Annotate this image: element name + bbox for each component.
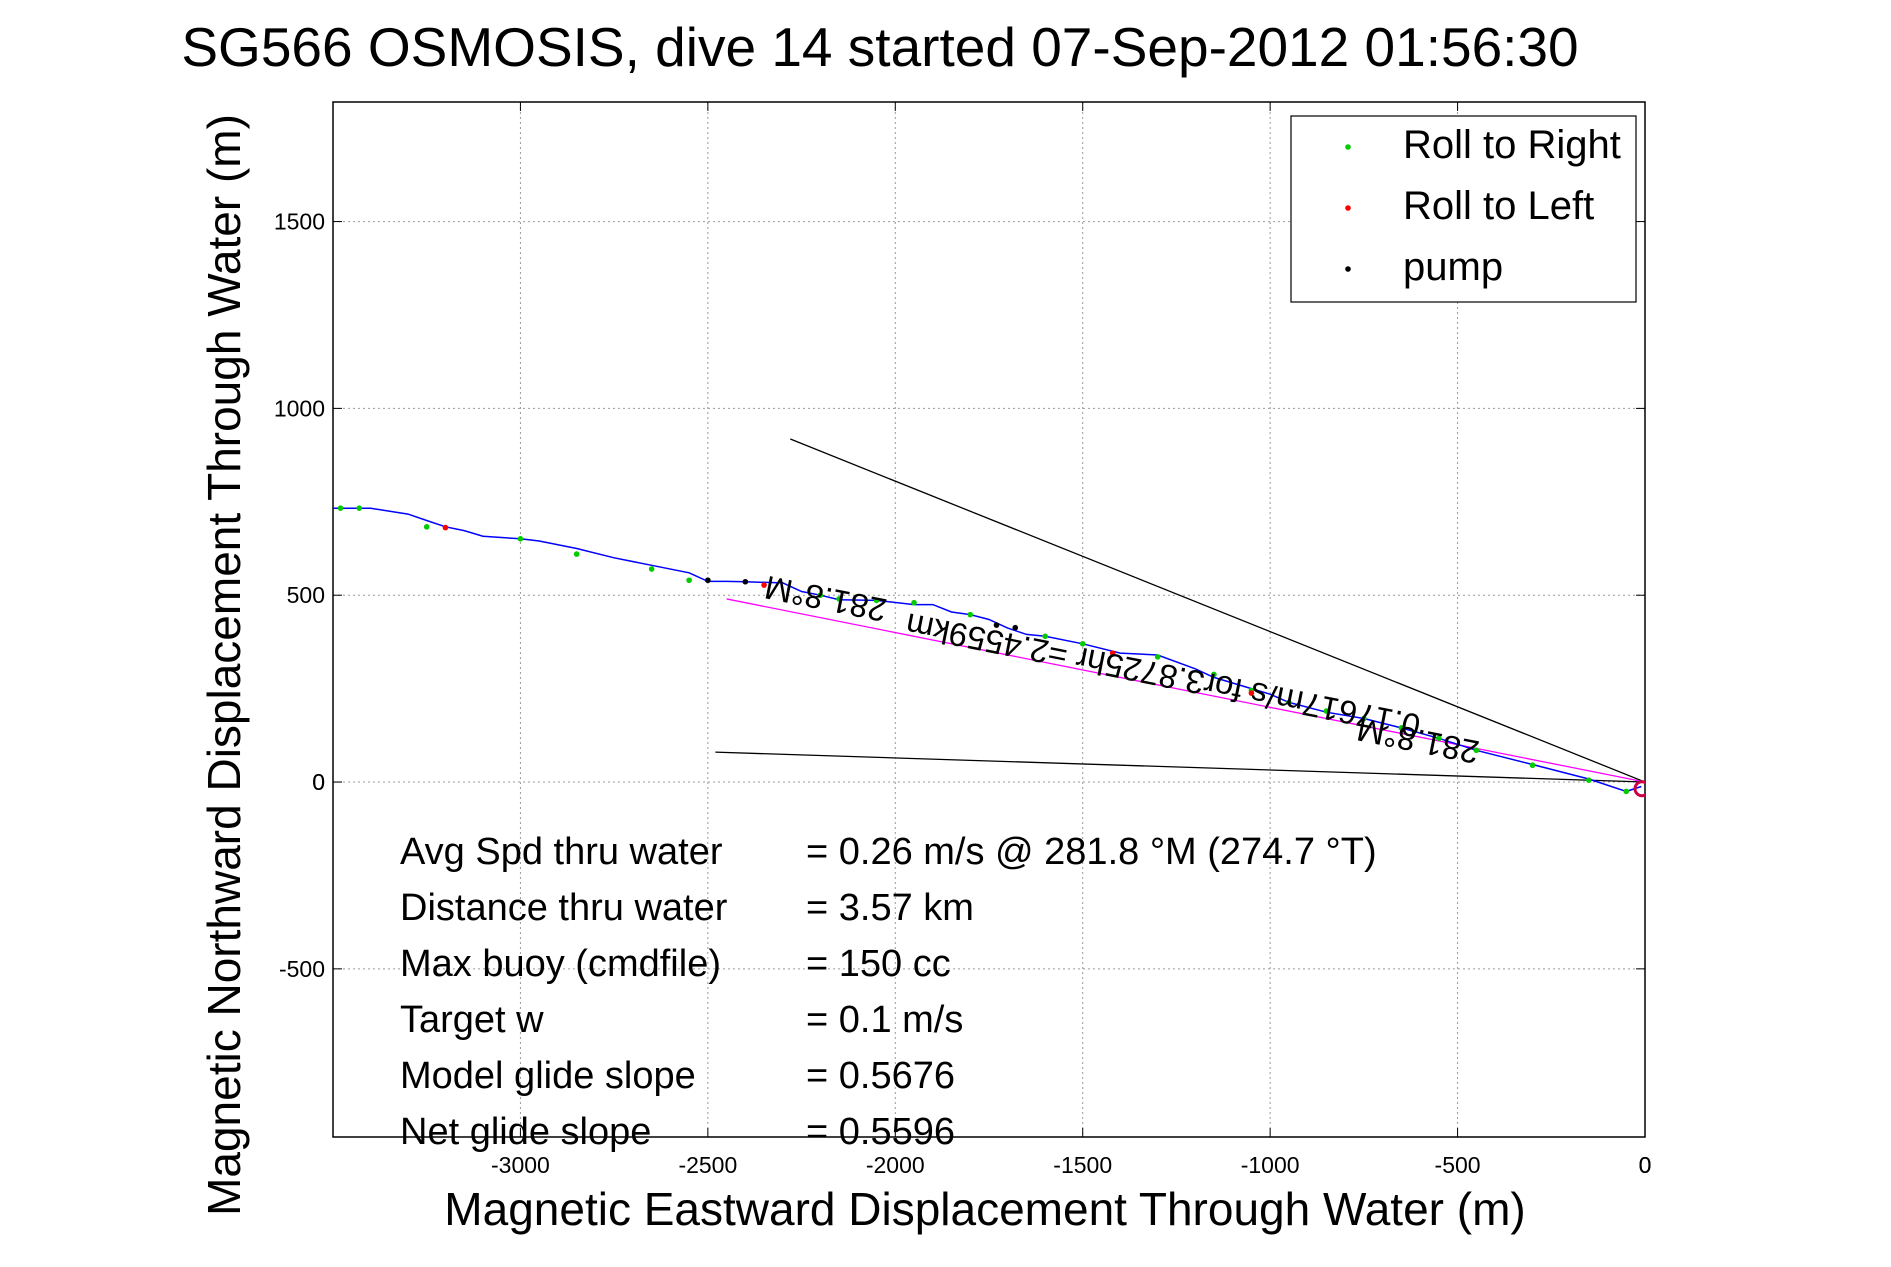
dive-statistics: Avg Spd thru water = 0.26 m/s @ 281.8 °M … xyxy=(400,831,1377,1153)
roll-right-point xyxy=(1042,633,1049,640)
stat-value: = 3.57 km xyxy=(806,887,974,929)
stat-value: = 0.26 m/s @ 281.8 °M (274.7 °T) xyxy=(806,831,1377,873)
x-axis-label: Magnetic Eastward Displacement Through W… xyxy=(444,1183,1525,1235)
roll-left-point xyxy=(1248,690,1255,696)
roll-right-point xyxy=(1211,671,1217,678)
x-tick-label: -1000 xyxy=(1241,1152,1300,1178)
track-annotation: 281.8°M xyxy=(761,569,889,629)
roll-right-point xyxy=(337,505,344,511)
roll-right-point xyxy=(1529,762,1536,769)
y-tick-label: 0 xyxy=(312,769,325,795)
roll-right-point xyxy=(817,592,824,599)
dive-end-marker xyxy=(1633,780,1645,798)
legend-label: Roll to Left xyxy=(1403,184,1594,228)
stat-value: = 150 cc xyxy=(806,943,951,985)
roll-right-point xyxy=(1323,708,1330,714)
upper-line xyxy=(790,438,1645,783)
roll-right-point xyxy=(873,597,880,604)
roll-right-point xyxy=(1286,699,1292,706)
x-tick-label: -2500 xyxy=(678,1152,737,1178)
stat-value: = 0.1 m/s xyxy=(806,999,963,1041)
stat-label: Avg Spd thru water xyxy=(400,831,723,873)
y-axis-label: Magnetic Northward Displacement Through … xyxy=(198,114,250,1216)
pump-point xyxy=(742,578,749,585)
roll-right-point xyxy=(686,577,692,584)
pump-point xyxy=(993,622,1000,628)
plot-frame xyxy=(332,101,1646,1138)
lower-line xyxy=(715,751,1645,783)
roll-right-point xyxy=(356,505,363,511)
roll-right-point xyxy=(967,611,974,618)
stat-label: Max buoy (cmdfile) xyxy=(400,943,721,985)
roll-right-point xyxy=(836,596,842,602)
pump-point xyxy=(705,577,711,584)
x-tick-label: -1500 xyxy=(1053,1152,1112,1178)
legend-label: pump xyxy=(1403,245,1503,289)
roll-right-point xyxy=(1398,725,1405,731)
roll-right-point xyxy=(1361,715,1367,722)
roll-right-point xyxy=(1079,640,1086,647)
legend-marker xyxy=(1345,266,1351,272)
roll-right-point xyxy=(517,535,524,542)
average-line xyxy=(726,598,1645,783)
roll-right-point xyxy=(911,599,917,606)
x-tick-label: 0 xyxy=(1639,1152,1652,1178)
stat-value: = 0.5676 xyxy=(806,1055,955,1097)
stat-label: Distance thru water xyxy=(400,887,728,929)
y-tick-label: 0 xyxy=(312,769,325,795)
x-tick-label: -3000 xyxy=(491,1152,550,1178)
stat-label: Model glide slope xyxy=(400,1055,696,1097)
y-tick-label: 1500 xyxy=(274,209,325,235)
pump-point xyxy=(1012,624,1019,631)
y-tick-label: -500 xyxy=(279,956,325,982)
legend-marker xyxy=(1345,205,1351,211)
legend: Roll to Right Roll to Left pump xyxy=(1290,115,1637,303)
track-annotation: 0.17617m/s for3.8725hr =2.4559km xyxy=(903,606,1424,745)
roll-right-point xyxy=(648,566,655,572)
y-tick-label: 500 xyxy=(287,582,325,608)
roll-right-point xyxy=(423,524,430,530)
x-tick-label: 0 xyxy=(1639,1152,1652,1178)
stat-label: Target w xyxy=(400,999,544,1041)
roll-right-point xyxy=(1154,654,1161,660)
legend-marker xyxy=(1345,144,1351,150)
roll-right-point xyxy=(573,551,580,557)
roll-left-point xyxy=(1109,650,1116,656)
y-tick-label: 1000 xyxy=(274,395,325,421)
x-tick-label: -2000 xyxy=(866,1152,925,1178)
roll-left-point xyxy=(442,524,449,531)
roll-right-point xyxy=(1623,788,1630,795)
track-line xyxy=(333,507,1642,793)
roll-right-point xyxy=(1473,747,1480,754)
plot-series xyxy=(333,438,1645,798)
stat-label: Net glide slope xyxy=(400,1111,651,1153)
chart-title: SG566 OSMOSIS, dive 14 started 07-Sep-20… xyxy=(181,16,1578,78)
roll-right-point xyxy=(1585,777,1592,783)
x-tick-label: -500 xyxy=(1435,1152,1481,1178)
legend-label: Roll to Right xyxy=(1403,123,1621,167)
roll-right-point xyxy=(1436,735,1442,742)
roll-left-point xyxy=(761,582,767,588)
stat-value: = 0.5596 xyxy=(806,1111,955,1153)
